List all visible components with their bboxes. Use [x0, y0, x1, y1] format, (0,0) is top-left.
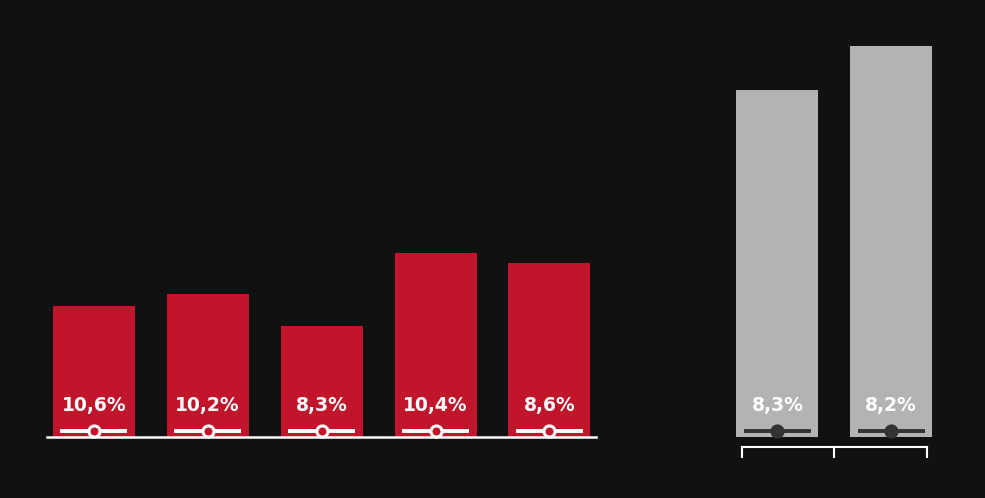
Bar [508, 263, 590, 437]
Bar [395, 253, 477, 437]
Text: 8,3%: 8,3% [752, 396, 803, 415]
Text: 8,3%: 8,3% [296, 396, 348, 415]
Text: 10,6%: 10,6% [61, 396, 126, 415]
Text: 10,2%: 10,2% [175, 396, 240, 415]
Bar [850, 46, 932, 437]
Text: 8,6%: 8,6% [524, 396, 575, 415]
Bar [53, 306, 135, 437]
Text: 10,4%: 10,4% [403, 396, 468, 415]
Bar [166, 294, 248, 437]
Bar [281, 326, 362, 437]
Bar [737, 90, 819, 437]
Text: 8,2%: 8,2% [866, 396, 917, 415]
